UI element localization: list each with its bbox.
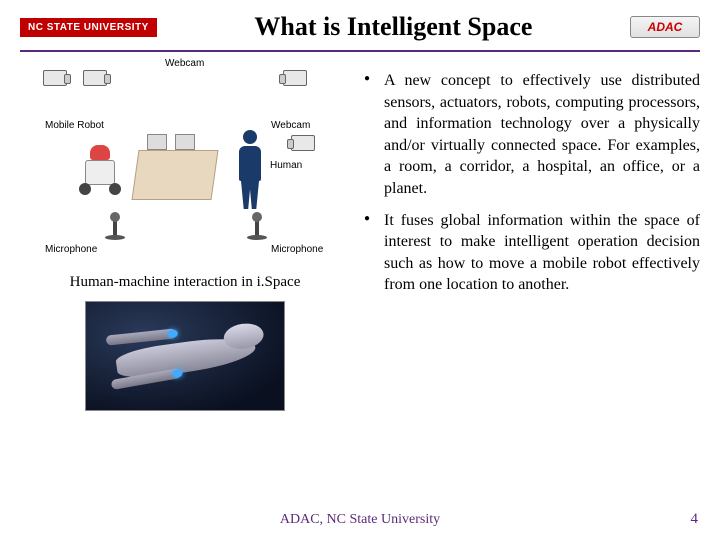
ispace-diagram: Webcam Mobile Robot Webcam Human [35,60,335,260]
page-number: 4 [691,511,699,528]
bullet-item: It fuses global information within the s… [360,210,700,296]
monitor-icon [175,134,195,150]
desk-icon [131,150,218,200]
mobile-robot-label: Mobile Robot [45,120,104,131]
content-area: Webcam Mobile Robot Webcam Human [0,60,720,411]
human-icon [235,130,265,210]
adac-logo: ADAC [630,16,700,38]
ncsu-badge: NC STATE UNIVERSITY [20,18,157,37]
webcam-icon [83,70,107,86]
robot-icon [75,145,125,195]
bullet-item: A new concept to effectively use distrib… [360,70,700,200]
left-column: Webcam Mobile Robot Webcam Human [20,60,350,411]
bullet-list: A new concept to effectively use distrib… [360,70,700,296]
webcam-icon [283,70,307,86]
diagram-caption: Human-machine interaction in i.Space [70,274,301,291]
webcam-label-top: Webcam [165,58,204,69]
webcam-icon [43,70,67,86]
webcam-label-right: Webcam [271,120,310,131]
divider [20,50,700,52]
microphone-label-2: Microphone [271,244,323,255]
microphone-icon [255,218,259,236]
monitor-icon [147,134,167,150]
adac-logo-text: ADAC [648,20,683,34]
slide-header: NC STATE UNIVERSITY What is Intelligent … [0,0,720,48]
human-label: Human [270,160,302,171]
right-column: A new concept to effectively use distrib… [360,60,700,411]
footer-text: ADAC, NC State University [0,512,720,528]
webcam-icon [291,135,315,151]
microphone-icon [113,218,117,236]
starship-image [85,301,285,411]
microphone-label: Microphone [45,244,97,255]
slide-title: What is Intelligent Space [177,12,610,42]
